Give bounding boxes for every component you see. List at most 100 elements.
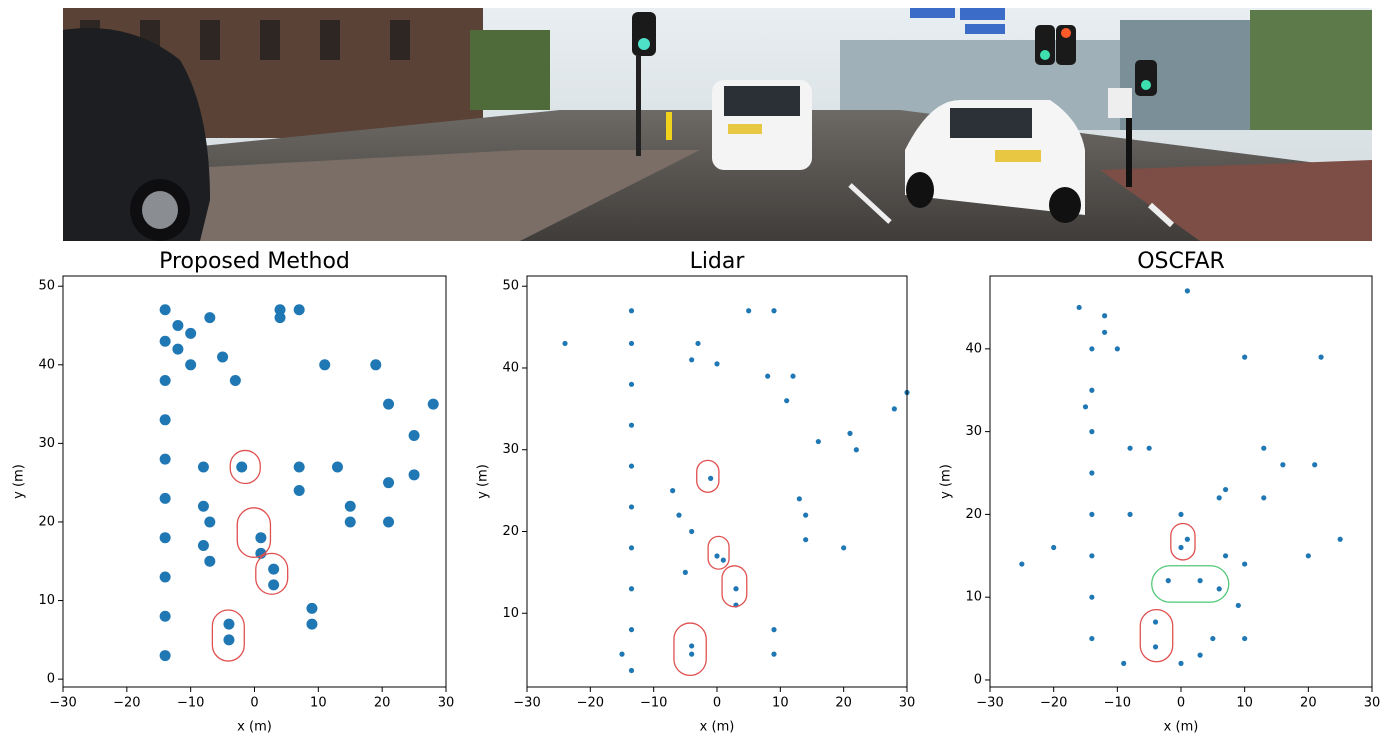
point [160, 571, 171, 582]
point [784, 398, 789, 403]
point [1318, 355, 1323, 360]
point [1089, 388, 1094, 393]
point [204, 556, 215, 567]
point [160, 304, 171, 315]
point [629, 382, 634, 387]
highlight-region [674, 623, 706, 675]
point [1223, 487, 1228, 492]
point [841, 545, 846, 550]
point [160, 611, 171, 622]
point [714, 361, 719, 366]
point [1178, 512, 1183, 517]
point [1261, 495, 1266, 500]
x-tick-label: 0 [250, 696, 258, 711]
point [714, 553, 719, 558]
x-tick-label: −10 [640, 696, 667, 711]
x-tick-label: −10 [177, 696, 204, 711]
highlight-region [1152, 566, 1229, 602]
point [255, 532, 266, 543]
point [1198, 578, 1203, 583]
x-tick-label: 0 [1177, 696, 1185, 711]
point [695, 341, 700, 346]
point [1115, 346, 1120, 351]
point [1242, 355, 1247, 360]
chart-title: Proposed Method [159, 249, 350, 274]
point [1306, 553, 1311, 558]
point [629, 504, 634, 509]
point [1153, 619, 1158, 624]
chart-title: Lidar [690, 249, 746, 274]
highlight-region [1140, 610, 1172, 662]
point [803, 537, 808, 542]
point [268, 579, 279, 590]
x-tick-label: −30 [513, 696, 540, 711]
x-tick-label: 20 [1300, 696, 1317, 711]
point [1127, 512, 1132, 517]
point [172, 344, 183, 355]
point [236, 461, 247, 472]
point [1178, 545, 1183, 550]
point [619, 652, 624, 657]
point [629, 423, 634, 428]
x-tick-label: 10 [310, 696, 327, 711]
point [185, 359, 196, 370]
point [1089, 346, 1094, 351]
point [733, 586, 738, 591]
point [1089, 595, 1094, 600]
point [1166, 578, 1171, 583]
point [689, 652, 694, 657]
chart: OSCFARx (m)y (m)−30−20−10010203001020304… [939, 249, 1381, 735]
point [1077, 305, 1082, 310]
point [1089, 553, 1094, 558]
point [409, 430, 420, 441]
y-tick-label: 30 [38, 436, 55, 451]
point [1147, 446, 1152, 451]
point [676, 513, 681, 518]
point [160, 532, 171, 543]
x-tick-label: −30 [49, 696, 76, 711]
y-tick-label: 50 [502, 279, 519, 294]
point [1280, 462, 1285, 467]
point [629, 463, 634, 468]
point [1153, 644, 1158, 649]
point [172, 320, 183, 331]
point [306, 603, 317, 614]
x-tick-label: 0 [713, 696, 721, 711]
point [1312, 462, 1317, 467]
point [306, 619, 317, 630]
point [708, 476, 713, 481]
point [409, 469, 420, 480]
x-tick-label: −30 [976, 696, 1003, 711]
point [268, 564, 279, 575]
y-tick-label: 20 [965, 507, 982, 522]
point [1083, 404, 1088, 409]
point [771, 652, 776, 657]
point [370, 359, 381, 370]
x-tick-label: 20 [374, 696, 391, 711]
x-tick-label: −10 [1104, 696, 1131, 711]
point [198, 461, 209, 472]
point [160, 336, 171, 347]
y-tick-label: 40 [38, 357, 55, 372]
axes-frame [990, 276, 1372, 687]
x-tick-label: 30 [899, 696, 916, 711]
point [332, 461, 343, 472]
point [294, 461, 305, 472]
point [1198, 653, 1203, 658]
street-photo [63, 8, 1372, 241]
point [1242, 636, 1247, 641]
point [797, 496, 802, 501]
x-axis-label: x (m) [700, 720, 735, 735]
point [721, 558, 726, 563]
point [223, 619, 234, 630]
point [790, 374, 795, 379]
point [854, 447, 859, 452]
point [629, 341, 634, 346]
point [771, 308, 776, 313]
point [230, 375, 241, 386]
y-tick-label: 0 [974, 672, 982, 687]
x-tick-label: 10 [1236, 696, 1253, 711]
point [428, 399, 439, 410]
point [689, 529, 694, 534]
